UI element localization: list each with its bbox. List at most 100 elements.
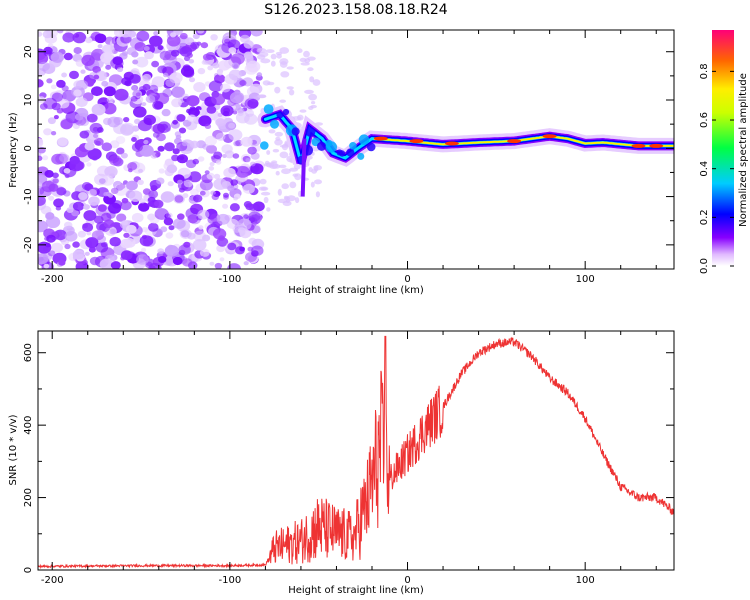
- noise-blob: [141, 247, 147, 253]
- noise-blob: [259, 178, 267, 185]
- noise-blob: [72, 201, 85, 211]
- colorbar-tick-label: 0.6: [699, 112, 710, 128]
- noise-blob: [286, 66, 294, 70]
- colorbar-gradient: [712, 30, 734, 266]
- noise-blob: [135, 92, 141, 97]
- noise-blob: [141, 227, 148, 233]
- snr-x-ticks: -200 -100 0 100: [41, 331, 657, 586]
- noise-blob: [81, 182, 92, 191]
- noise-blob: [74, 146, 89, 158]
- noise-blob: [110, 187, 119, 194]
- noise-blob: [142, 73, 152, 82]
- noise-blob: [192, 158, 200, 165]
- noise-blob: [43, 49, 52, 57]
- noise-blob: [205, 135, 217, 146]
- noise-blob: [106, 97, 114, 103]
- noise-blob: [267, 81, 275, 86]
- noise-blob: [312, 79, 321, 86]
- noise-blob: [209, 261, 215, 266]
- noise-blob: [163, 217, 174, 226]
- noise-blob: [211, 193, 219, 201]
- track-blob: [357, 152, 365, 160]
- noise-blob: [103, 192, 109, 197]
- noise-blob: [172, 119, 179, 125]
- noise-blob: [227, 263, 241, 269]
- track-blob: [276, 111, 284, 119]
- noise-blob: [56, 108, 64, 114]
- noise-blob: [120, 250, 133, 261]
- noise-blob: [94, 33, 107, 44]
- track-blob: [305, 126, 316, 137]
- noise-blob: [240, 34, 250, 43]
- noise-blob: [272, 148, 280, 153]
- noise-blob: [193, 82, 206, 93]
- track-blob: [338, 150, 346, 157]
- noise-blob: [235, 111, 250, 124]
- noise-blob: [164, 142, 175, 152]
- noise-blob: [206, 105, 217, 114]
- noise-blob: [143, 114, 156, 126]
- noise-blob: [182, 193, 189, 199]
- noise-blob: [112, 56, 123, 66]
- noise-blob: [86, 113, 98, 123]
- noise-blob: [232, 153, 240, 159]
- noise-blob: [125, 224, 137, 234]
- noise-blob: [314, 179, 322, 185]
- noise-blob: [179, 32, 188, 40]
- track-blob: [349, 142, 357, 150]
- noise-blob: [95, 204, 110, 216]
- noise-blob: [43, 128, 52, 136]
- noise-blob: [149, 84, 159, 93]
- colorbar-tick-label: 0.0: [699, 258, 710, 274]
- noise-blob: [197, 67, 206, 75]
- noise-blob: [134, 42, 146, 52]
- noise-blob: [104, 166, 118, 178]
- noise-blob: [78, 192, 88, 201]
- noise-blob: [136, 254, 149, 265]
- noise-blob: [154, 208, 169, 220]
- noise-blob: [279, 47, 290, 54]
- noise-blob: [108, 193, 113, 198]
- noise-blob: [158, 168, 165, 174]
- noise-blob: [102, 102, 117, 115]
- y-tick-label: 600: [23, 343, 34, 362]
- noise-blob: [61, 72, 67, 78]
- noise-blob: [158, 256, 167, 263]
- noise-blob: [166, 35, 181, 47]
- noise-blob: [183, 179, 193, 188]
- noise-blob: [258, 51, 269, 58]
- colorbar-label: Normalized spectral amplitude: [738, 73, 749, 227]
- noise-blob: [303, 50, 310, 58]
- noise-blob: [309, 76, 315, 83]
- noise-blob: [224, 150, 235, 159]
- noise-blob: [127, 162, 138, 171]
- noise-blob: [171, 86, 185, 98]
- noise-blob: [161, 108, 171, 117]
- noise-blob: [139, 235, 154, 247]
- noise-blob: [155, 152, 161, 157]
- noise-blob: [133, 106, 147, 118]
- noise-blob: [204, 170, 210, 175]
- noise-blob: [83, 204, 90, 210]
- colorbar-tick-label: 0.8: [699, 63, 710, 79]
- noise-blob: [164, 245, 179, 257]
- noise-blob: [250, 30, 263, 37]
- noise-blob: [178, 244, 191, 255]
- noise-blob: [38, 253, 49, 265]
- noise-blob: [213, 151, 223, 160]
- noise-blob: [98, 178, 106, 185]
- noise-blob: [123, 232, 130, 238]
- snr-panel: -200 -100 0 100 0 200 400 600 Height of straig…: [8, 330, 675, 596]
- noise-blob: [42, 30, 53, 39]
- noise-blob: [223, 59, 235, 69]
- noise-blob: [310, 181, 315, 188]
- noise-blob: [198, 225, 204, 230]
- noise-blob: [120, 122, 135, 135]
- noise-blob: [57, 137, 68, 147]
- noise-blob: [193, 230, 206, 242]
- noise-blob: [213, 173, 221, 180]
- noise-blob: [274, 139, 283, 146]
- noise-blob: [249, 203, 258, 211]
- noise-blob: [126, 180, 138, 191]
- noise-blob: [208, 80, 223, 92]
